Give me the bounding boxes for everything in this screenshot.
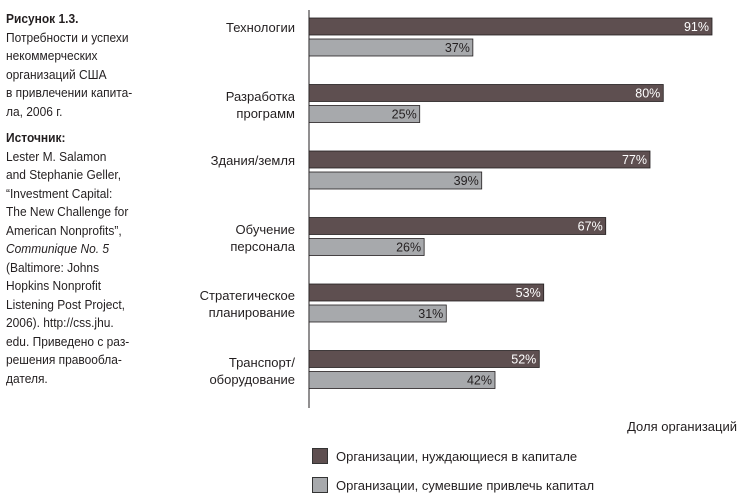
figure-sidebar: Рисунок 1.3. Потребности и успехи некомм… bbox=[6, 10, 144, 388]
bar-value-label: 31% bbox=[418, 307, 443, 321]
category-label: Здания/земля bbox=[210, 153, 295, 168]
bar-value-label: 39% bbox=[454, 174, 479, 188]
category-label: Транспорт/оборудование bbox=[209, 354, 295, 387]
bar-raised bbox=[308, 238, 425, 256]
category-label: Стратегическое планирование bbox=[199, 288, 295, 320]
bar-value-label: 53% bbox=[516, 286, 541, 300]
caption-line: в привлечении капита- bbox=[6, 85, 133, 100]
x-axis-label: Доля организаций bbox=[627, 419, 737, 434]
bar-needed bbox=[308, 17, 713, 36]
category-label: Технологии bbox=[225, 20, 295, 35]
bar-raised bbox=[308, 38, 474, 57]
legend-swatch-needed bbox=[312, 448, 328, 464]
caption-line: ла, 2006 г. bbox=[6, 103, 63, 119]
category-label: Разработка программ bbox=[225, 88, 295, 121]
bar-value-label: 37% bbox=[445, 41, 470, 55]
figure-title: Рисунок 1.3. bbox=[6, 11, 79, 26]
bar-needed bbox=[308, 84, 664, 102]
bar-value-label: 52% bbox=[511, 353, 536, 367]
bar-value-label: 80% bbox=[635, 87, 660, 101]
source-line: Listening Post Project, bbox=[6, 296, 126, 312]
source-line: дателя. bbox=[6, 370, 48, 386]
bar-needed bbox=[308, 150, 651, 169]
source-line: 2006). http://css.jhu. bbox=[6, 315, 114, 330]
bar-raised bbox=[308, 171, 483, 190]
source-line: Hopkins Nonprofit bbox=[6, 278, 102, 293]
source-line: edu. Приведено с раз- bbox=[6, 333, 130, 349]
source-line: Lester M. Salamon bbox=[6, 148, 107, 164]
legend-label-needed: Организации, нуждающиеся в капитале bbox=[336, 448, 578, 464]
caption-line: некоммерческих bbox=[6, 48, 98, 63]
bar-needed bbox=[308, 350, 540, 368]
bar-value-label: 26% bbox=[396, 241, 421, 255]
figure-caption: Потребности и успехи некоммерческих орга… bbox=[6, 29, 144, 122]
bar-raised bbox=[308, 371, 496, 389]
bar-value-label: 77% bbox=[622, 153, 647, 167]
caption-line: Потребности и успехи bbox=[6, 29, 129, 45]
source-heading: Источник: bbox=[6, 130, 66, 145]
bar-value-label: 91% bbox=[684, 20, 709, 34]
legend-swatch-raised bbox=[312, 477, 328, 493]
source-italic: Communique No. 5 bbox=[6, 241, 110, 256]
source-line: “Investment Capital: bbox=[6, 185, 113, 201]
source-line: American Nonprofits”, bbox=[6, 222, 122, 238]
bar-value-label: 67% bbox=[578, 220, 603, 234]
bar-raised bbox=[308, 105, 421, 123]
legend-item-raised: Организации, сумевшие привлечь капитал bbox=[312, 477, 594, 493]
source-line: (Baltimore: Johns bbox=[6, 259, 100, 275]
source-line: The New Challenge for bbox=[6, 204, 129, 219]
bar-needed bbox=[308, 217, 607, 235]
caption-line: организаций США bbox=[6, 66, 107, 82]
bar-value-label: 42% bbox=[467, 374, 492, 388]
legend-label-raised: Организации, сумевшие привлечь капитал bbox=[336, 477, 595, 493]
source-line: решения правооблa- bbox=[6, 352, 122, 367]
bar-needed bbox=[308, 283, 545, 302]
source-line: and Stephanie Geller, bbox=[6, 167, 122, 182]
bar-value-label: 25% bbox=[392, 108, 417, 122]
legend-item-needed: Организации, нуждающиеся в капитале bbox=[312, 448, 577, 464]
category-label: Обучение персонала bbox=[230, 221, 295, 254]
bar-raised bbox=[308, 304, 447, 323]
